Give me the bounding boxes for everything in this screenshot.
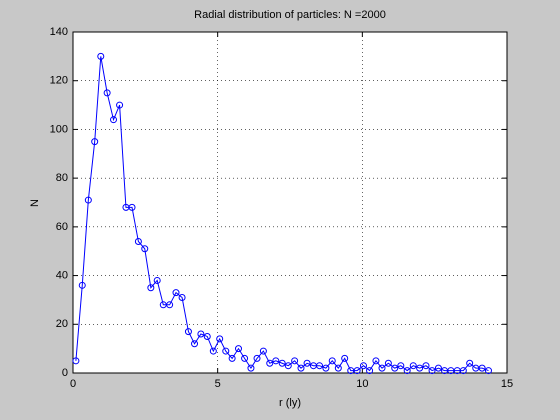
data-point — [284, 362, 292, 370]
y-tick-label: 140 — [50, 26, 68, 38]
data-point — [466, 359, 474, 367]
data-point — [103, 89, 111, 97]
data-point — [291, 357, 299, 365]
data-point — [203, 332, 211, 340]
data-point — [316, 362, 324, 370]
data-point — [97, 52, 105, 60]
data-point — [372, 357, 380, 365]
data-point — [384, 359, 392, 367]
data-point — [341, 354, 349, 362]
data-point — [172, 289, 180, 297]
data-point — [303, 359, 311, 367]
data-point — [166, 301, 174, 309]
data-point — [78, 281, 86, 289]
data-point — [416, 364, 424, 372]
data-point — [328, 357, 336, 365]
x-axis-label: r (ly) — [279, 397, 301, 409]
x-tick-label: 10 — [356, 378, 368, 390]
data-point — [266, 359, 274, 367]
data-point — [322, 364, 330, 372]
data-point — [253, 354, 261, 362]
data-point — [134, 237, 142, 245]
data-point — [434, 364, 442, 372]
data-point — [409, 362, 417, 370]
data-point — [353, 367, 361, 375]
chart-title: Radial distribution of particles: N =200… — [194, 9, 386, 21]
data-point — [184, 328, 192, 336]
data-point — [216, 335, 224, 343]
data-point — [422, 362, 430, 370]
data-point — [403, 367, 411, 375]
plot-area — [73, 32, 507, 373]
data-point — [278, 359, 286, 367]
data-point — [191, 340, 199, 348]
data-point — [247, 364, 255, 372]
data-point — [397, 362, 405, 370]
data-point — [178, 293, 186, 301]
data-point — [197, 330, 205, 338]
data-point — [334, 364, 342, 372]
y-tick-label: 60 — [56, 221, 68, 233]
y-tick-label: 80 — [56, 172, 68, 184]
data-point — [72, 357, 80, 365]
y-axis-label: N — [29, 199, 41, 207]
data-point — [428, 367, 436, 375]
data-point — [459, 367, 467, 375]
data-point — [141, 245, 149, 253]
data-point — [209, 347, 217, 355]
data-point — [241, 354, 249, 362]
data-point — [110, 116, 118, 124]
data-point — [91, 138, 99, 146]
x-tick-label: 0 — [70, 378, 76, 390]
data-point — [234, 345, 242, 353]
data-point — [297, 364, 305, 372]
data-point — [366, 367, 374, 375]
y-tick-label: 100 — [50, 123, 68, 135]
data-point — [359, 362, 367, 370]
data-point — [228, 354, 236, 362]
data-line — [75, 56, 489, 372]
data-point — [153, 276, 161, 284]
data-point — [84, 196, 92, 204]
y-tick-label: 120 — [50, 75, 68, 87]
y-tick-label: 40 — [56, 269, 68, 281]
x-tick-label: 5 — [215, 378, 221, 390]
y-tick-label: 20 — [56, 318, 68, 330]
data-point — [147, 284, 155, 292]
data-point — [484, 367, 492, 375]
data-point — [378, 364, 386, 372]
y-tick-label: 0 — [62, 367, 68, 379]
data-point — [259, 347, 267, 355]
data-point — [272, 357, 280, 365]
x-tick-label: 15 — [501, 378, 513, 390]
axes-box — [72, 31, 508, 374]
data-point — [391, 364, 399, 372]
data-point — [222, 347, 230, 355]
data-point — [478, 364, 486, 372]
data-point — [128, 203, 136, 211]
data-point — [116, 101, 124, 109]
